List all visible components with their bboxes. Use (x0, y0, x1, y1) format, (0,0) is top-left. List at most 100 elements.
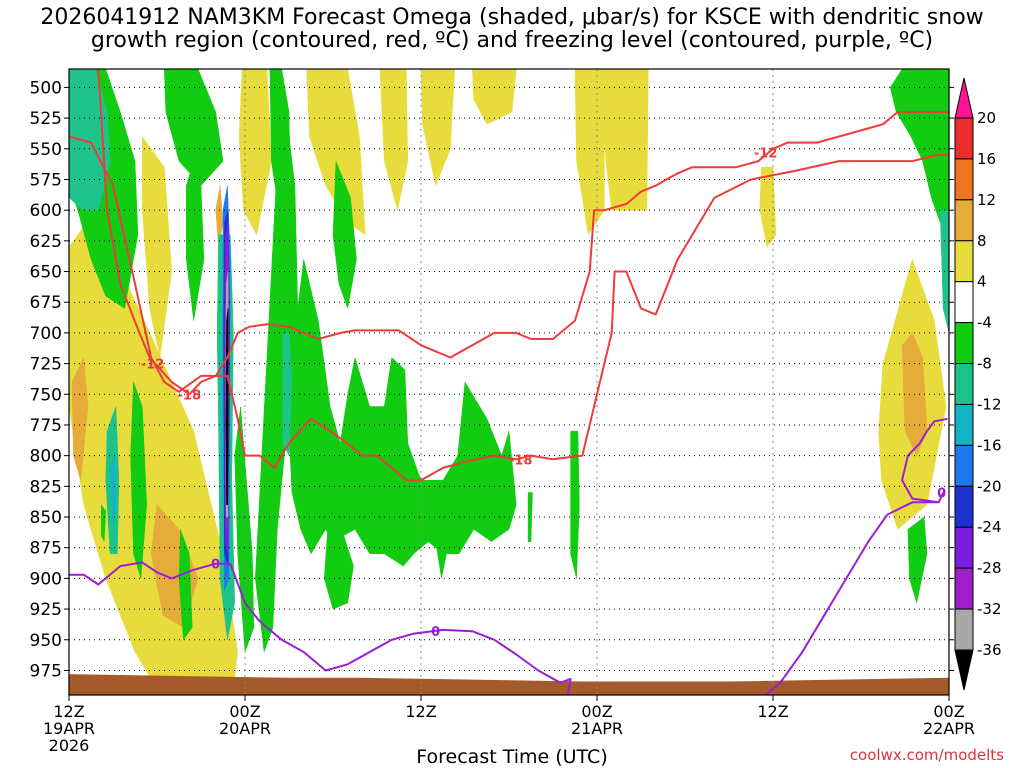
x-tick-label-12-1: 20APR (219, 719, 271, 738)
x-tick-label-60-0: 00Z (933, 702, 964, 721)
colorbar-bin-8 (954, 444, 974, 487)
x-tick-label-60-1: 22APR (923, 719, 975, 738)
y-tick-label-750: 750 (30, 385, 62, 405)
red-contour-line--18-0 (97, 69, 949, 482)
colorbar-bottom-arrow (954, 649, 974, 691)
omega-region--4-18 (130, 381, 147, 579)
colorbar-bin-0 (954, 117, 974, 160)
colorbar-label-6: -8 (977, 355, 992, 373)
omega-region-4-7 (574, 69, 605, 235)
colorbar-bin-10 (954, 526, 974, 569)
credit-text: coolwx.com/modelts (849, 746, 1004, 764)
omega-region--4-16 (164, 69, 224, 186)
colorbar-bin-3 (954, 240, 974, 283)
colorbar-bin-4 (954, 281, 974, 324)
omega-region--4-17 (186, 160, 205, 321)
y-tick-label-775: 775 (30, 416, 62, 436)
omega-region--4-25 (332, 160, 357, 309)
x-tick-label-36-1: 21APR (571, 719, 623, 738)
colorbar-bin-6 (954, 363, 974, 405)
colorbar-bin-1 (954, 158, 974, 201)
y-tick-label-800: 800 (30, 447, 62, 467)
plot-border (68, 68, 950, 696)
purple-contour-line-0-1 (765, 492, 945, 695)
plot-frame (68, 68, 950, 696)
terrain-area (69, 674, 949, 695)
x-tick-label-12-0: 00Z (229, 702, 260, 721)
omega-region--12-38 (109, 455, 117, 530)
red-contour-line--12-1 (69, 111, 949, 393)
x-tick-label-36-0: 00Z (581, 702, 612, 721)
freezing-level-contours (69, 417, 948, 695)
terrain-fill (69, 674, 949, 695)
y-tick-label-725: 725 (30, 355, 62, 375)
red-contour-label-1-1: -12 (754, 146, 778, 161)
red-contour-label-1-0: -12 (141, 358, 165, 373)
y-tick-label-600: 600 (30, 201, 62, 221)
colorbar-label-12: -32 (977, 600, 1002, 618)
omega-region--4-31 (907, 516, 928, 604)
red-contour-label-0-0: -18 (178, 388, 202, 403)
purple-contour-line-0-0 (69, 561, 572, 695)
omega-region--4-28 (527, 492, 533, 542)
x-tick-label-0-2: 2026 (49, 736, 90, 755)
omega-region-4-9 (759, 166, 777, 248)
colorbar-label-13: -36 (977, 641, 1002, 659)
colorbar-top-arrow (954, 77, 974, 119)
y-tick-label-850: 850 (30, 508, 62, 528)
x-tick-label-0-1: 19APR (43, 719, 95, 738)
colorbar-bin-5 (954, 322, 974, 365)
omega-region-4-2 (238, 69, 272, 235)
colorbar-bin-11 (954, 567, 974, 610)
y-tick-label-925: 925 (30, 600, 62, 620)
colorbar: 20 16 12 8 4 -4 -8 -12 -16 -20 -24 -28 -32 -36 (954, 77, 1002, 691)
contour-labels: -18 -18 -12 -12 0 0 0 (141, 146, 946, 640)
omega-region--36-45 (225, 308, 229, 505)
colorbar-bin-2 (954, 199, 974, 242)
colorbar-bin-12 (954, 608, 974, 651)
y-tick-label-825: 825 (30, 477, 62, 497)
y-tick-label-525: 525 (30, 109, 62, 129)
y-tick-label-500: 500 (30, 78, 62, 98)
dendritic-growth-contours (69, 69, 949, 482)
x-tick-label-48-0: 12Z (757, 702, 788, 721)
y-tick-label-675: 675 (30, 293, 62, 313)
colorbar-label-2: 12 (977, 191, 996, 209)
omega-region-4-5 (420, 69, 455, 186)
omega-region--4-24 (288, 259, 517, 567)
omega-region-8-12 (71, 357, 89, 481)
colorbar-label-3: 8 (977, 232, 987, 250)
y-tick-label-975: 975 (30, 661, 62, 681)
colorbar-label-11: -28 (977, 559, 1002, 577)
omega-region--4-27 (435, 479, 451, 579)
red-contour-label-0-1: -18 (509, 453, 533, 468)
y-tick-label-700: 700 (30, 324, 62, 344)
colorbar-label-5: -4 (977, 314, 992, 332)
chart-title: 2026041912 NAM3KM Forecast Omega (shaded… (40, 5, 984, 53)
y-tick-label-625: 625 (30, 232, 62, 252)
omega-region--4-23 (255, 111, 299, 653)
omega-region--4-29 (570, 430, 580, 579)
colorbar-label-10: -24 (977, 518, 1002, 536)
gridlines (68, 69, 950, 695)
y-axis-ticks: 500 525 550 575 600 625 650 675 700 725 750 775 800 8… (30, 78, 954, 681)
colorbar-bin-9 (954, 485, 974, 528)
y-tick-label-900: 900 (30, 569, 62, 589)
omega-region-4-3 (306, 69, 366, 235)
colorbar-bin-7 (954, 403, 974, 446)
y-tick-label-550: 550 (30, 140, 62, 160)
colorbar-label-4: 4 (977, 273, 987, 291)
purple-contour-label-0-0: 0 (211, 558, 220, 573)
omega-region--4-20 (101, 504, 106, 542)
colorbar-label-7: -12 (977, 395, 1002, 413)
purple-contour-label-0-1: 0 (431, 625, 440, 640)
y-tick-label-575: 575 (30, 170, 62, 190)
purple-contour-line-0-2 (901, 417, 948, 504)
omega-region-4-4 (379, 69, 409, 211)
x-tick-label-24-0: 12Z (405, 702, 436, 721)
colorbar-label-1: 16 (977, 150, 996, 168)
colorbar-label-8: -16 (977, 436, 1002, 454)
x-tick-label-0-0: 12Z (53, 702, 84, 721)
